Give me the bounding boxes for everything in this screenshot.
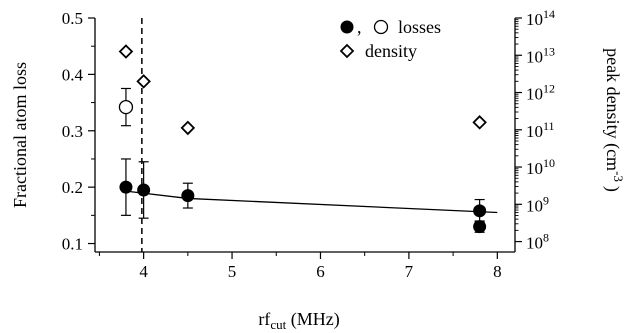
x-axis-label-main: rf xyxy=(258,309,270,329)
x-tick-label: 7 xyxy=(405,262,414,281)
legend-label-density: density xyxy=(365,41,417,61)
density-point xyxy=(180,120,196,136)
loss-point-filled xyxy=(137,183,151,197)
legend-label-losses: losses xyxy=(398,17,441,37)
y2-tick-label: 1011 xyxy=(526,119,555,141)
y-tick-label: 0.2 xyxy=(62,178,83,197)
x-axis-label-subscript: cut xyxy=(270,317,286,332)
x-axis-label: rfcut (MHz) xyxy=(258,309,339,332)
y2-tick-label: 1012 xyxy=(526,82,555,104)
loss-point-open xyxy=(118,99,134,115)
legend-open-circle-marker xyxy=(373,19,389,35)
axes: 4 5 6 7 8 0.1 0.2 0.3 0.4 0.5 108 109 1010 1011 1012 10… xyxy=(62,7,555,281)
legend-filled-circle-marker xyxy=(340,20,354,34)
y2-tick-label: 1010 xyxy=(526,156,555,178)
density-point xyxy=(472,115,487,130)
x-axis-label-unit: (MHz) xyxy=(286,309,339,330)
y2-axis-label-exponent: -3 xyxy=(611,171,626,182)
x-tick-label: 4 xyxy=(139,262,148,281)
x-tick-label: 6 xyxy=(316,262,325,281)
data-marks xyxy=(118,44,487,234)
y-tick-label: 0.4 xyxy=(62,65,84,84)
loss-point-filled xyxy=(473,204,487,218)
y2-tick-label: 1014 xyxy=(526,7,555,29)
density-point xyxy=(118,44,134,59)
y2-tick-label: 109 xyxy=(526,193,549,215)
y2-tick-label: 108 xyxy=(526,231,549,253)
y-tick-label: 0.5 xyxy=(62,9,83,28)
legend-diamond-marker xyxy=(339,43,355,59)
loss-point-filled xyxy=(181,189,195,203)
y-tick-label: 0.1 xyxy=(62,235,83,254)
y2-axis-label-close: ) xyxy=(602,186,623,192)
legend: , losses density xyxy=(339,17,441,61)
y2-tick-label: 1013 xyxy=(526,44,555,66)
legend-separator: , xyxy=(357,17,362,37)
y2-axis-label-main: peak density (cm xyxy=(602,48,623,171)
x-tick-label: 5 xyxy=(228,262,237,281)
y-tick-label: 0.3 xyxy=(62,122,83,141)
x-tick-label: 8 xyxy=(493,262,502,281)
y-axis-label: Fractional atom loss xyxy=(10,62,30,208)
density-point xyxy=(136,74,151,89)
y2-axis-label: peak density (cm-3) xyxy=(602,48,626,192)
loss-point-filled xyxy=(119,180,133,194)
loss-point-filled xyxy=(473,220,487,234)
